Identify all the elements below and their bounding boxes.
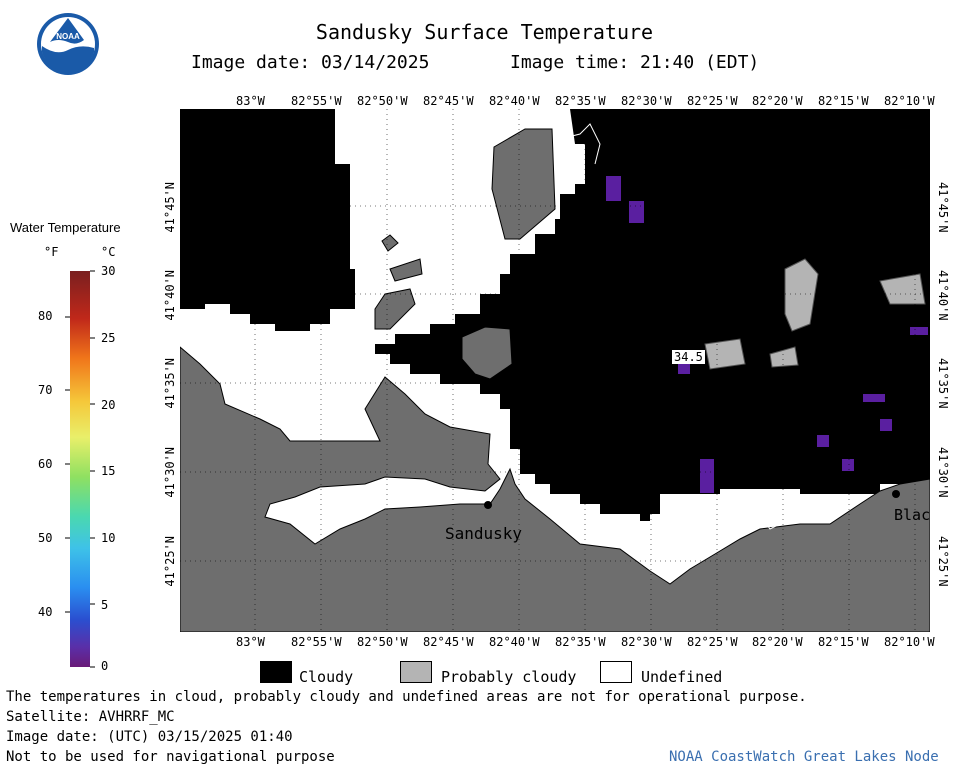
lon-bottom-8225: 82°25'W <box>687 635 738 649</box>
lat-right-4135: 41°35'N <box>936 358 950 409</box>
probably-cloudy-small <box>374 288 416 330</box>
lat-left-4130: 41°30'N <box>163 447 177 498</box>
f-tick-70: 70 <box>38 383 53 397</box>
c-tick-15: 15 <box>101 464 116 478</box>
f-tick-60: 60 <box>38 457 53 471</box>
cloud-west <box>180 109 355 331</box>
map-panel <box>180 109 930 632</box>
lat-right-4125: 41°25'N <box>936 536 950 587</box>
probably-cloudy-mid <box>461 326 513 380</box>
page-title: Sandusky Surface Temperature <box>315 20 654 44</box>
probably-cloudy-east-1 <box>784 258 819 332</box>
color-scale-bar <box>70 271 90 667</box>
water-pixel-4 <box>700 459 714 493</box>
lon-bottom-8255: 82°55'W <box>291 635 342 649</box>
water-pixel-1 <box>606 176 621 201</box>
lon-bottom-8220: 82°20'W <box>752 635 803 649</box>
cloud-east <box>375 109 930 521</box>
water-pixel-8 <box>880 419 892 431</box>
legend-label-probably-cloudy: Probably cloudy <box>441 668 577 686</box>
footer-utc-date: Image date: (UTC) 03/15/2025 01:40 <box>6 729 293 745</box>
scale-ticks <box>65 270 95 668</box>
lat-left-4140: 41°40'N <box>163 270 177 321</box>
water-pixel-7 <box>863 394 885 402</box>
lon-bottom-8245: 82°45'W <box>423 635 474 649</box>
logo-text: NOAA <box>56 32 80 41</box>
image-time: Image time: 21:40 (EDT) <box>510 52 760 73</box>
footer-satellite: Satellite: AVHRRF_MC <box>6 709 175 725</box>
lon-top-8230: 82°30'W <box>621 94 672 108</box>
noaa-logo: NOAA <box>37 13 99 75</box>
place-blac: Blac <box>894 506 931 524</box>
lon-top-8240: 82°40'W <box>489 94 540 108</box>
water-pixel-2 <box>629 201 644 223</box>
lon-top-8210: 82°10'W <box>884 94 935 108</box>
lat-left-4145: 41°45'N <box>163 182 177 233</box>
legend-label-undefined: Undefined <box>641 668 723 686</box>
footer-disclaimer: The temperatures in cloud, probably clou… <box>6 689 807 705</box>
lon-bottom-8240: 82°40'W <box>489 635 540 649</box>
unit-fahrenheit: °F <box>44 245 59 259</box>
lon-top-8250: 82°50'W <box>357 94 408 108</box>
lat-left-4135: 41°35'N <box>163 358 177 409</box>
c-tick-0: 0 <box>101 659 109 673</box>
lat-right-4145: 41°45'N <box>936 182 950 233</box>
probably-cloudy-east-3 <box>704 338 746 370</box>
c-tick-30: 30 <box>101 264 116 278</box>
scale-title: Water Temperature <box>10 220 121 235</box>
blac-marker <box>892 490 900 498</box>
legend-swatch-cloudy <box>260 661 292 683</box>
lon-top-8245: 82°45'W <box>423 94 474 108</box>
lon-bottom-8235: 82°35'W <box>555 635 606 649</box>
sandusky-marker <box>484 501 492 509</box>
legend-label-cloudy: Cloudy <box>299 668 354 686</box>
lon-top-8225: 82°25'W <box>687 94 738 108</box>
water-pixel-3 <box>678 364 690 374</box>
lon-bottom-8215: 82°15'W <box>818 635 869 649</box>
lat-right-4130: 41°30'N <box>936 447 950 498</box>
place-sandusky: Sandusky <box>445 524 523 543</box>
probably-cloudy-east-2 <box>879 273 926 305</box>
water-pixel-6 <box>842 459 854 471</box>
c-tick-10: 10 <box>101 531 116 545</box>
temperature-label: 34.5 <box>672 350 705 364</box>
lon-bottom-8210: 82°10'W <box>884 635 935 649</box>
lat-left-4125: 41°25'N <box>163 536 177 587</box>
water-pixel-9 <box>910 327 928 335</box>
lon-top-8215: 82°15'W <box>818 94 869 108</box>
f-tick-40: 40 <box>38 605 53 619</box>
land <box>180 346 930 632</box>
lon-bottom-83: 83°W <box>236 635 265 649</box>
legend-swatch-undefined <box>600 661 632 683</box>
image-date: Image date: 03/14/2025 <box>191 52 430 73</box>
lon-top-83: 83°W <box>236 94 265 108</box>
footer-credit: NOAA CoastWatch Great Lakes Node <box>669 749 939 765</box>
lon-bottom-8250: 82°50'W <box>357 635 408 649</box>
probably-cloudy-tiny <box>389 258 423 282</box>
legend-swatch-probably-cloudy <box>400 661 432 683</box>
footer-nav-warning: Not to be used for navigational purpose <box>6 749 335 765</box>
c-tick-20: 20 <box>101 398 116 412</box>
probably-cloudy-east-4 <box>769 346 799 368</box>
c-tick-5: 5 <box>101 598 109 612</box>
probably-cloudy-dot <box>381 234 399 252</box>
f-tick-80: 80 <box>38 309 53 323</box>
lon-top-8235: 82°35'W <box>555 94 606 108</box>
lon-top-8220: 82°20'W <box>752 94 803 108</box>
f-tick-50: 50 <box>38 531 53 545</box>
lon-bottom-8230: 82°30'W <box>621 635 672 649</box>
c-tick-25: 25 <box>101 331 116 345</box>
lon-top-8255: 82°55'W <box>291 94 342 108</box>
lat-right-4140: 41°40'N <box>936 270 950 321</box>
probably-cloudy-north <box>491 128 556 240</box>
unit-celsius: °C <box>101 245 116 259</box>
water-pixel-5 <box>817 435 829 447</box>
